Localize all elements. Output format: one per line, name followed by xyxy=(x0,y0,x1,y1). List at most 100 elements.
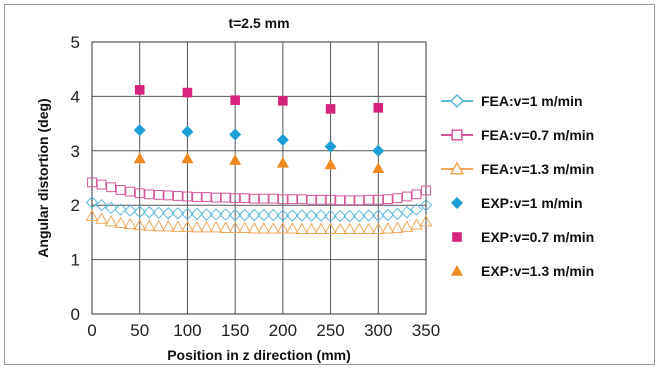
data-point xyxy=(400,220,414,232)
data-point xyxy=(324,222,337,235)
data-point xyxy=(352,222,366,235)
data-point xyxy=(305,209,318,222)
legend-label: FEA:v=0.7 m/min xyxy=(481,127,594,143)
legend-label: FEA:v=1.3 m/min xyxy=(481,161,594,177)
legend: FEA:v=1 m/min FEA:v=0.7 m/min FEA:v=1.3 m/… xyxy=(441,93,594,279)
data-point xyxy=(201,192,212,202)
data-point xyxy=(276,209,290,222)
data-point xyxy=(200,220,213,233)
data-point xyxy=(190,220,204,233)
x-axis-label: Position in z direction (mm) xyxy=(167,347,351,363)
data-point xyxy=(239,193,250,204)
data-point xyxy=(276,222,290,234)
data-point xyxy=(287,194,298,205)
data-point xyxy=(362,222,376,235)
data-point xyxy=(125,186,136,197)
data-point xyxy=(268,193,279,204)
data-point xyxy=(161,219,175,232)
y-tick-label: 2 xyxy=(71,196,80,215)
data-point xyxy=(114,216,127,229)
data-point xyxy=(162,207,175,220)
data-point xyxy=(104,201,118,215)
data-point xyxy=(314,209,328,222)
data-point xyxy=(354,195,365,206)
data-point xyxy=(276,156,289,168)
y-tick-label: 5 xyxy=(71,33,80,52)
legend-label: EXP:v=1 m/min xyxy=(481,195,583,211)
data-point xyxy=(295,222,309,235)
data-point xyxy=(324,158,337,170)
legend-item: FEA:v=1.3 m/min xyxy=(441,161,594,177)
data-point xyxy=(325,104,336,114)
data-point xyxy=(372,162,385,174)
data-point xyxy=(230,95,240,106)
data-point xyxy=(182,191,193,202)
series-3 xyxy=(133,124,385,157)
data-point xyxy=(316,194,326,205)
data-point xyxy=(200,208,213,221)
legend-item: EXP:v=1 m/min xyxy=(451,195,583,211)
data-point xyxy=(295,209,309,222)
data-point xyxy=(133,218,147,231)
data-point xyxy=(85,196,99,209)
series-0 xyxy=(85,196,433,223)
x-tick-label: 350 xyxy=(412,321,440,340)
data-point xyxy=(85,209,99,221)
legend-marker xyxy=(451,129,463,141)
data-point xyxy=(144,189,155,200)
data-point xyxy=(190,207,204,221)
data-point xyxy=(115,185,126,195)
data-point xyxy=(230,193,241,204)
data-point xyxy=(382,194,393,205)
data-point xyxy=(152,206,166,220)
data-point xyxy=(352,209,366,223)
data-point xyxy=(249,193,260,204)
data-point xyxy=(134,85,145,95)
data-point xyxy=(257,222,271,234)
legend-marker xyxy=(451,265,463,276)
legend-label: FEA:v=1 m/min xyxy=(481,93,583,109)
data-point xyxy=(314,222,328,235)
data-point xyxy=(96,179,107,190)
data-point xyxy=(362,209,375,222)
legend-marker xyxy=(452,232,462,242)
data-point xyxy=(247,222,261,234)
data-point xyxy=(106,182,116,193)
data-point xyxy=(333,222,347,235)
data-point xyxy=(209,220,223,233)
data-point xyxy=(192,192,202,202)
chart-frame: 0 50 100 150 200 250 300 350 0 1 2 3 4 5 t=2.5 mm Po… xyxy=(4,4,655,365)
data-point xyxy=(276,133,289,146)
data-point xyxy=(258,193,269,204)
data-point xyxy=(211,192,221,203)
data-point xyxy=(134,188,145,199)
x-tick-label: 300 xyxy=(364,321,392,340)
data-point xyxy=(228,221,242,233)
data-point xyxy=(421,185,431,196)
series-4 xyxy=(134,85,384,114)
x-tick-label: 0 xyxy=(87,321,96,340)
data-point xyxy=(123,217,137,230)
data-point xyxy=(181,152,194,164)
data-point xyxy=(411,189,422,200)
data-point xyxy=(95,198,108,212)
legend-item: FEA:v=0.7 m/min xyxy=(441,127,594,143)
y-tick-label: 1 xyxy=(71,251,80,270)
data-point xyxy=(152,219,166,232)
data-point xyxy=(277,194,288,205)
data-point xyxy=(87,177,97,188)
chart-svg: 0 50 100 150 200 250 300 350 0 1 2 3 4 5 t=2.5 mm Po… xyxy=(35,15,594,363)
data-point xyxy=(266,222,280,234)
data-point xyxy=(123,204,137,217)
data-point xyxy=(373,194,384,205)
series-layer xyxy=(85,85,433,235)
data-point xyxy=(325,194,336,205)
data-point xyxy=(228,208,242,222)
data-point xyxy=(373,103,384,113)
x-tick-label: 50 xyxy=(130,321,149,340)
y-tick-label: 0 xyxy=(71,305,80,324)
chart-title: t=2.5 mm xyxy=(228,15,289,31)
data-point xyxy=(181,220,194,232)
data-point xyxy=(172,191,183,201)
data-point xyxy=(219,208,232,221)
